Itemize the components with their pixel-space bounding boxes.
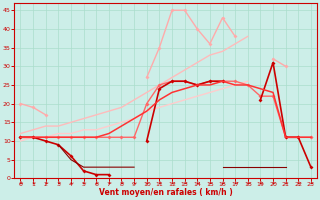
X-axis label: Vent moyen/en rafales ( km/h ): Vent moyen/en rafales ( km/h ) <box>99 188 233 197</box>
